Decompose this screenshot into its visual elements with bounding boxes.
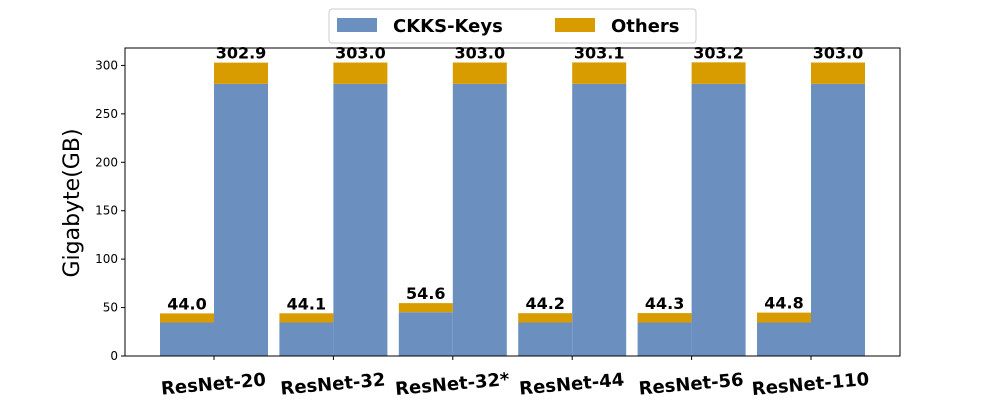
legend: CKKS-Keys Others: [328, 8, 697, 44]
bar-ckks-keys: [757, 322, 811, 356]
bar-others: [518, 313, 573, 323]
bar-ckks-keys: [398, 312, 453, 356]
bar-ckks-keys: [279, 322, 334, 356]
y-tick-label: 50: [103, 301, 118, 315]
bar-total-label: 44.3: [645, 294, 684, 313]
bar-total-label: 54.6: [406, 284, 445, 303]
y-tick-label: 250: [95, 107, 118, 121]
legend-frame: [328, 8, 697, 44]
legend-label-others: Others: [611, 16, 680, 37]
bar-ckks-keys: [691, 83, 746, 356]
bar-total-label: 44.0: [167, 294, 206, 313]
bar-total-label: 302.9: [216, 44, 267, 63]
bar-total-label: 303.0: [454, 44, 505, 63]
bar-total-label: 303.0: [335, 44, 386, 63]
bar-ckks-keys: [333, 83, 388, 356]
y-tick-label: 100: [95, 252, 118, 266]
bar-others: [572, 62, 627, 84]
y-tick-label: 0: [110, 349, 118, 363]
bar-total-label: 303.2: [693, 43, 744, 62]
bar-total-label: 44.8: [764, 294, 803, 313]
x-tick-label: ResNet-32: [280, 369, 387, 399]
bar-ckks-keys: [637, 322, 692, 356]
bar-ckks-keys: [160, 322, 214, 356]
bar-others: [279, 313, 334, 323]
bar-ckks-keys: [518, 322, 573, 356]
x-tick-label: ResNet-56: [638, 369, 745, 399]
y-tick-label: 300: [95, 58, 118, 72]
bar-ckks-keys: [452, 83, 507, 356]
bar-others: [452, 62, 507, 84]
x-tick-label: ResNet-32*: [394, 369, 511, 400]
bar-others: [333, 62, 388, 84]
y-tick-label: 150: [95, 204, 118, 218]
bars-layer: [160, 62, 865, 356]
bar-others: [398, 303, 453, 313]
plot-frame: [124, 47, 901, 357]
bar-total-label: 44.1: [287, 294, 326, 313]
bar-others: [214, 62, 268, 84]
bar-ckks-keys: [811, 83, 865, 356]
x-axis: ResNet-20 ResNet-32 ResNet-32* ResNet-44 Res…: [160, 356, 870, 400]
bar-total-label: 303.0: [813, 44, 864, 63]
bar-total-label: 44.2: [525, 294, 564, 313]
legend-label-ckks-keys: CKKS-Keys: [393, 16, 503, 37]
value-labels: 44.0 302.9 44.1 303.0 54.6 303.0 44.2 303.1 44.3…: [167, 43, 863, 313]
bar-others: [757, 312, 811, 323]
y-axis: 0 50 100 150 200 250 300: [95, 58, 125, 363]
bar-others: [160, 313, 214, 323]
x-tick-label: ResNet-44: [518, 369, 625, 399]
legend-swatch-others: [555, 18, 595, 32]
legend-swatch-ckks-keys: [337, 18, 377, 32]
bar-others: [811, 62, 865, 84]
bar-others: [637, 313, 692, 323]
bar-ckks-keys: [572, 83, 627, 356]
y-axis-label: Gigabyte(GB): [60, 128, 85, 277]
x-tick-label: ResNet-110: [751, 369, 870, 400]
x-tick-label: ResNet-20: [160, 369, 267, 399]
bar-others: [691, 62, 746, 84]
y-tick-label: 200: [95, 155, 118, 169]
bar-ckks-keys: [214, 83, 268, 356]
bar-total-label: 303.1: [574, 43, 625, 62]
